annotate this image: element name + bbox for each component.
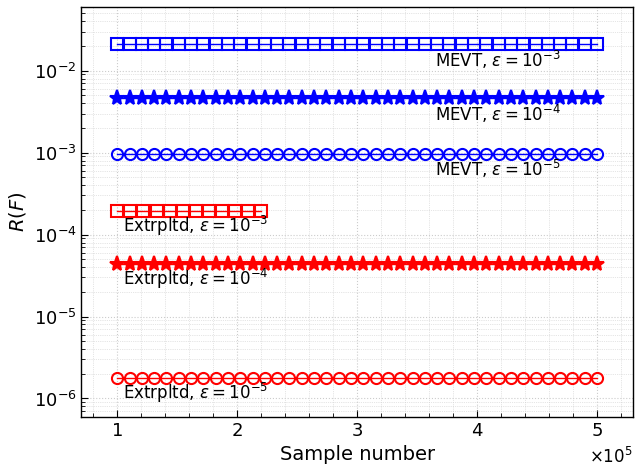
Text: $\times10^5$: $\times10^5$ <box>589 447 633 467</box>
X-axis label: Sample number: Sample number <box>280 445 435 464</box>
Text: Extrpltd, $\epsilon = 10^{-3}$: Extrpltd, $\epsilon = 10^{-3}$ <box>124 214 269 238</box>
Y-axis label: $R(F)$: $R(F)$ <box>7 192 28 232</box>
Text: Extrpltd, $\epsilon = 10^{-5}$: Extrpltd, $\epsilon = 10^{-5}$ <box>124 381 269 405</box>
Text: Extrpltd, $\epsilon = 10^{-4}$: Extrpltd, $\epsilon = 10^{-4}$ <box>124 267 269 291</box>
Text: MEVT, $\epsilon = 10^{-4}$: MEVT, $\epsilon = 10^{-4}$ <box>435 103 561 125</box>
Text: MEVT, $\epsilon = 10^{-5}$: MEVT, $\epsilon = 10^{-5}$ <box>435 158 561 180</box>
Text: MEVT, $\epsilon = 10^{-3}$: MEVT, $\epsilon = 10^{-3}$ <box>435 49 561 71</box>
